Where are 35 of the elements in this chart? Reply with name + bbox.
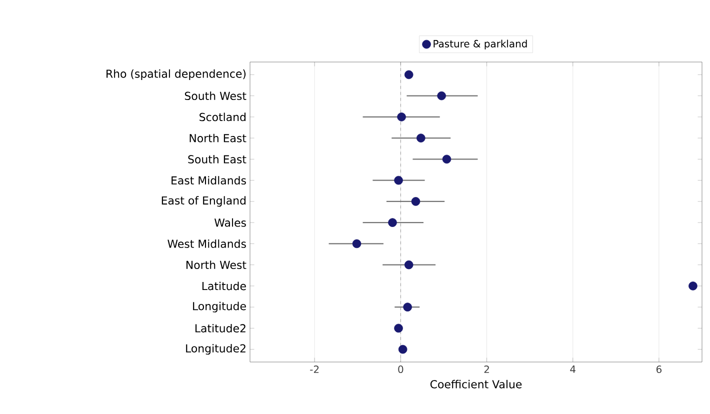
point	[442, 154, 452, 164]
point	[394, 176, 403, 185]
x-tick-label: 0	[398, 366, 404, 374]
point	[688, 282, 698, 290]
point	[416, 134, 426, 142]
point	[411, 197, 420, 206]
y-tick-label: Longitude	[193, 302, 246, 312]
y-tick-label: West Midlands	[168, 239, 246, 248]
x-tick-label: 2	[484, 366, 489, 373]
point	[403, 302, 412, 312]
y-tick-label: Scotland	[200, 112, 246, 122]
y-tick-label: North West	[186, 260, 246, 270]
point	[388, 218, 397, 227]
point	[352, 239, 362, 248]
y-tick-label: East of England	[162, 196, 246, 207]
y-tick-label: East Midlands	[172, 176, 246, 185]
point	[397, 112, 406, 122]
y-tick-label: Latitude2	[195, 324, 246, 332]
point	[398, 344, 408, 354]
x-tick-label: 4	[570, 366, 576, 373]
y-tick-label: Wales	[214, 218, 246, 227]
y-tick-label: Longitude2	[186, 344, 246, 355]
y-tick-label: North East	[190, 134, 246, 142]
point	[437, 91, 446, 100]
point	[394, 324, 403, 333]
y-tick-label: South East	[188, 154, 246, 164]
y-tick-label: South West	[184, 92, 246, 100]
x-tick-label: -2	[310, 366, 319, 373]
x-axis-title: Coefficient Value	[430, 380, 522, 388]
y-tick-label: Rho (spatial dependence)	[106, 69, 246, 80]
y-tick-label: Latitude	[202, 282, 246, 290]
x-tick-label: 6	[656, 366, 662, 374]
legend-label: Pasture & parkland	[434, 40, 527, 50]
point	[404, 260, 414, 270]
point	[404, 70, 414, 80]
